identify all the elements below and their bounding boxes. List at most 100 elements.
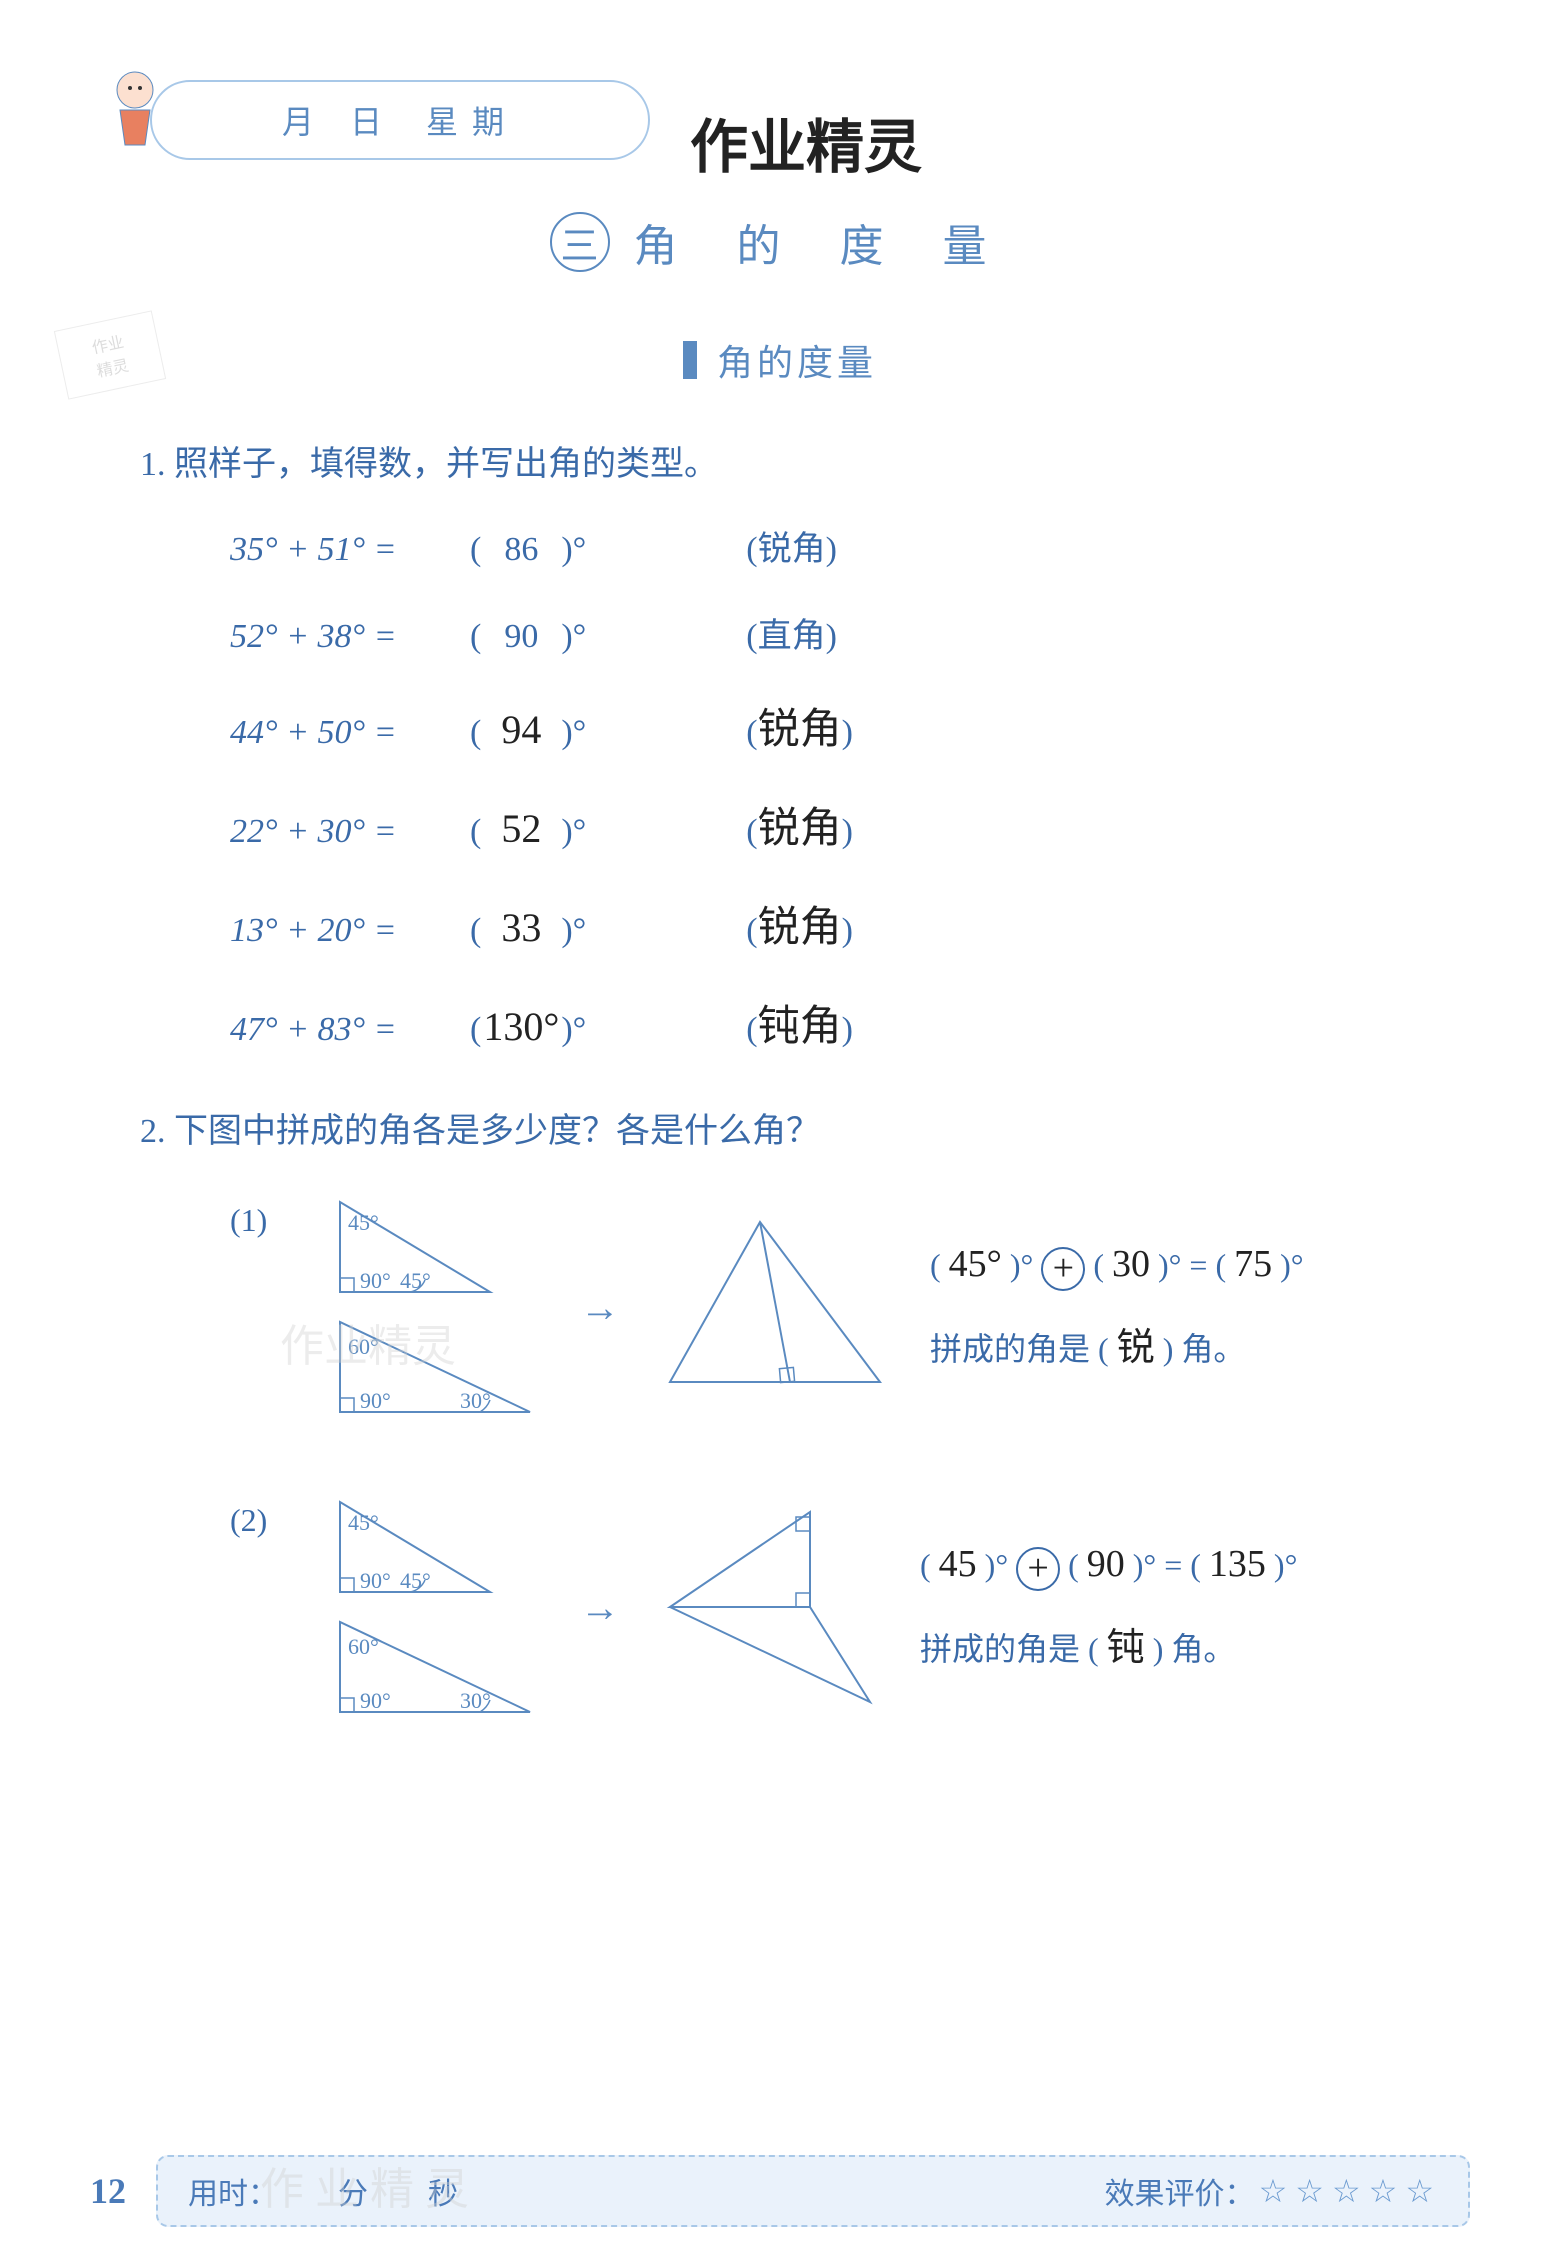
svg-text:90°: 90° <box>360 1688 391 1713</box>
triangle-diagrams-1: 45° 90° 45° 60° 90° 30° <box>330 1192 540 1422</box>
type-paren-open: ( <box>746 714 757 752</box>
svg-text:30°: 30° <box>460 1388 491 1413</box>
equation-row: 44° + 50° =( 94 )°( 锐角 ) <box>230 695 1470 756</box>
equation-row: 47° + 83° =( 130° )°( 钝角 ) <box>230 992 1470 1053</box>
eq-val-b: 30 <box>1112 1243 1150 1285</box>
eq-val-a: 45 <box>939 1543 977 1585</box>
min-label: 分 <box>338 2169 368 2213</box>
sentence-suffix: ) 角。 <box>1163 1331 1246 1367</box>
eq-result: 135 <box>1209 1543 1266 1585</box>
paren-close: ) <box>561 531 572 569</box>
equation-answer: 33 <box>481 904 561 951</box>
paren-close: ) <box>561 1011 572 1049</box>
header-cloud: 月 日 星期 作业精灵 <box>90 60 1470 180</box>
angle-type: 锐角 <box>758 794 842 855</box>
equation-expression: 13° + 20° = <box>230 912 470 950</box>
date-cloud: 月 日 星期 <box>150 80 650 160</box>
rating-label: 效果评价： <box>1105 2169 1255 2213</box>
page-footer: 12 用时： 分 秒 效果评价： ☆ ☆ ☆ ☆ ☆ <box>90 2155 1470 2227</box>
type-paren-close: ) <box>842 813 853 851</box>
type-paren-open: ( <box>746 813 757 851</box>
equation-answer: 90 <box>481 618 561 656</box>
homework-stamp-icon: 作业精灵 <box>54 310 166 399</box>
sentence-suffix: ) 角。 <box>1153 1631 1236 1667</box>
combined-triangle-1-icon <box>660 1212 890 1402</box>
equation-answer: 94 <box>481 706 561 753</box>
equation-answer: 52 <box>481 805 561 852</box>
equation-answer: 86 <box>481 531 561 569</box>
section-title: 角的度量 <box>90 334 1470 386</box>
equation-expression: 35° + 51° = <box>230 531 470 569</box>
degree-symbol: ° <box>573 714 587 752</box>
equation-row: 13° + 20° =( 33 )°( 锐角 ) <box>230 893 1470 954</box>
type-paren-close: ) <box>842 1011 853 1049</box>
equation-row: 35° + 51° =( 86 )°( 锐角 ) <box>230 521 1470 570</box>
triangle-row-1: (1) 45° 90° 45° 60° 90° 30° → <box>230 1192 1470 1422</box>
type-paren-open: ( <box>746 618 757 656</box>
weekday-label: 星期 <box>426 97 518 143</box>
paren-open: ( <box>470 531 481 569</box>
equation-expression: 22° + 30° = <box>230 813 470 851</box>
sentence-answer: 锐 <box>1117 1327 1155 1369</box>
paren-open: ( <box>470 912 481 950</box>
paren-close: ) <box>561 813 572 851</box>
footer-box: 用时： 分 秒 效果评价： ☆ ☆ ☆ ☆ ☆ <box>156 2155 1470 2227</box>
type-paren-open: ( <box>746 531 757 569</box>
time-label: 用时： <box>188 2169 278 2213</box>
question-1-prompt: 1. 照样子，填得数，并写出角的类型。 <box>140 436 1470 485</box>
date-label: 月 日 <box>282 97 396 143</box>
triangle-equation-2: ( 45 )° + ( 90 )° = ( 135 )° 拼成的角是 ( 钝 )… <box>920 1523 1470 1690</box>
equation-row: 22° + 30° =( 52 )°( 锐角 ) <box>230 794 1470 855</box>
degree-symbol: ° <box>573 1011 587 1049</box>
eq-val-b: 90 <box>1087 1543 1125 1585</box>
type-paren-close: ) <box>842 714 853 752</box>
page-number: 12 <box>90 2170 126 2212</box>
paren-open: ( <box>470 1011 481 1049</box>
triangle-row-2: (2) 45° 90° 45° 60° 90° 30° → <box>230 1492 1470 1722</box>
operator-circle-2: + <box>1016 1547 1060 1591</box>
handwritten-header: 作业精灵 <box>690 100 922 184</box>
type-paren-close: ) <box>826 531 837 569</box>
chapter-number-circle: 三 <box>550 212 610 272</box>
sec-label: 秒 <box>428 2169 458 2213</box>
svg-text:45°: 45° <box>400 1268 431 1293</box>
eq-result: 75 <box>1234 1243 1272 1285</box>
type-paren-close: ) <box>826 618 837 656</box>
rating-stars: ☆ ☆ ☆ ☆ ☆ <box>1259 2172 1434 2210</box>
triangle-diagrams-2: 45° 90° 45° 60° 90° 30° <box>330 1492 540 1722</box>
section-bar-icon <box>683 341 697 379</box>
equation-expression: 44° + 50° = <box>230 714 470 752</box>
svg-text:90°: 90° <box>360 1568 391 1593</box>
question-1-rows: 35° + 51° =( 86 )°( 锐角 )52° + 38° =( 90 … <box>90 521 1470 1053</box>
type-paren-open: ( <box>746 912 757 950</box>
combined-triangle-2-icon <box>660 1502 880 1712</box>
triangle-30-60-90-icon: 60° 90° 30° <box>330 1312 540 1422</box>
degree-symbol: ° <box>573 531 587 569</box>
triangle-equation-1: ( 45° )° + ( 30 )° = ( 75 )° 拼成的角是 ( 锐 )… <box>930 1223 1470 1390</box>
paren-open: ( <box>470 813 481 851</box>
angle-type: 锐角 <box>758 695 842 756</box>
paren-close: ) <box>561 714 572 752</box>
arrow-right-icon: → <box>580 1284 620 1331</box>
angle-type: 锐角 <box>758 521 826 570</box>
angle-type: 钝角 <box>758 992 842 1053</box>
sentence-prefix: 拼成的角是 ( <box>920 1631 1099 1667</box>
chapter-title: 三 角 的 度 量 <box>90 210 1470 274</box>
triangle-45-45-90-icon: 45° 90° 45° <box>330 1492 500 1602</box>
paren-open: ( <box>470 714 481 752</box>
equation-answer: 130° <box>481 1003 561 1050</box>
degree-symbol: ° <box>573 618 587 656</box>
type-paren-open: ( <box>746 1011 757 1049</box>
eq-val-a: 45° <box>949 1243 1002 1285</box>
chapter-text: 角 的 度 量 <box>634 222 1011 271</box>
svg-text:45°: 45° <box>348 1210 379 1235</box>
svg-text:60°: 60° <box>348 1634 379 1659</box>
triangle-30-60-90-icon: 60° 90° 30° <box>330 1612 540 1722</box>
section-text: 角的度量 <box>717 343 877 383</box>
type-paren-close: ) <box>842 912 853 950</box>
angle-type: 直角 <box>758 608 826 657</box>
svg-text:60°: 60° <box>348 1334 379 1359</box>
angle-type: 锐角 <box>758 893 842 954</box>
svg-text:45°: 45° <box>348 1510 379 1535</box>
triangle-45-45-90-icon: 45° 90° 45° <box>330 1192 500 1302</box>
